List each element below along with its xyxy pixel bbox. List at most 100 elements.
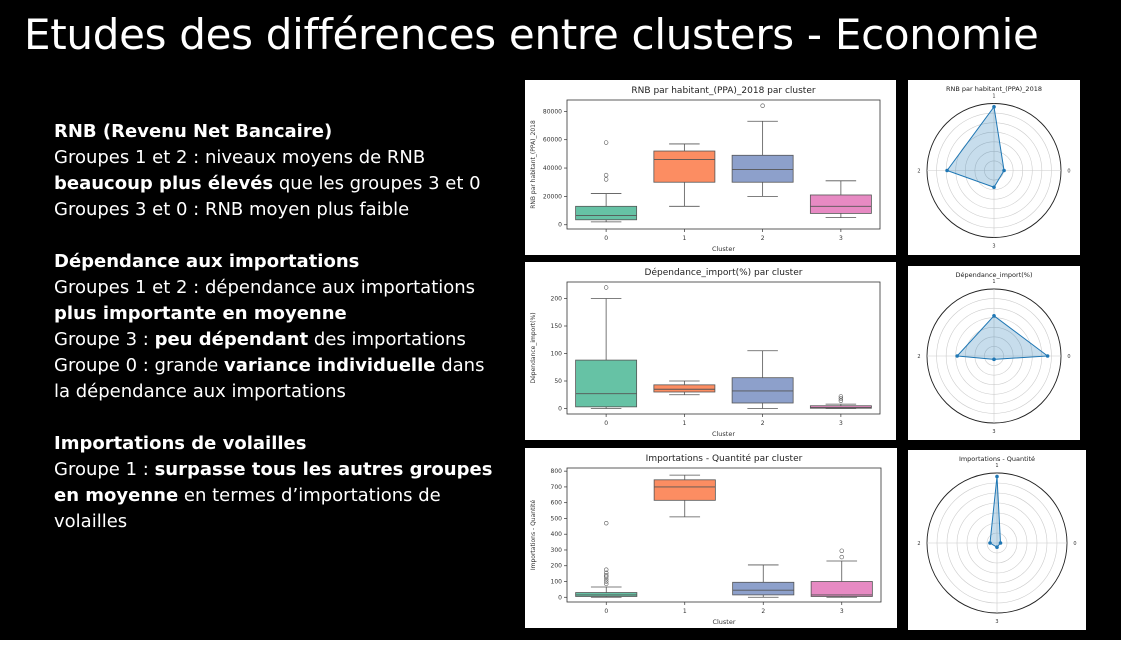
chart-title: Importations - Quantité	[959, 455, 1035, 463]
radar-point	[1045, 354, 1050, 358]
section-heading: Importations de volailles	[54, 433, 307, 454]
outlier-point	[604, 576, 609, 582]
text: en termes d’importations de	[178, 485, 441, 506]
y-tick-label: 0	[558, 406, 562, 413]
outlier-point	[603, 177, 609, 182]
outlier-point	[604, 520, 609, 526]
radar-axis-label: 2	[917, 169, 920, 175]
outlier-point	[760, 103, 765, 108]
radar-axis-label: 0	[1073, 541, 1076, 547]
y-tick-label: 50	[554, 378, 562, 385]
text: Groupes 1 et 2 : niveaux moyens de RNB	[54, 147, 426, 168]
text-panel: RNB (Revenu Net Bancaire) Groupes 1 et 2 …	[54, 119, 492, 561]
outlier-point	[603, 172, 609, 178]
radar-point	[992, 105, 996, 109]
section-line: Groupes 1 et 2 : niveaux moyens de RNB	[54, 145, 484, 171]
y-tick-label: 100	[551, 351, 563, 358]
bold-text: plus importante en moyenne	[54, 303, 347, 324]
y-axis-label: RNB par habitant_(PPA)_2018	[530, 120, 537, 209]
outlier-point	[839, 554, 844, 560]
x-tick-label: 0	[604, 235, 608, 242]
text: des importations	[308, 329, 466, 350]
outlier-point	[838, 394, 844, 399]
radar-point	[998, 541, 1003, 545]
section-line: volailles	[54, 509, 484, 535]
section-line: Groupes 1 et 2 : dépendance aux importat…	[54, 275, 484, 301]
section-line: Groupe 3 : peu dépendant des importation…	[54, 327, 484, 353]
section-heading: RNB (Revenu Net Bancaire)	[54, 121, 333, 142]
radar-rnb-card: RNB par habitant_(PPA)_2018 0 1 2 3	[908, 80, 1080, 255]
section-line: Groupe 1 : surpasse tous les autres grou…	[54, 457, 492, 483]
outlier-point	[603, 140, 609, 145]
radar-area	[946, 105, 1005, 188]
section-line: en moyenne en termes d’importations de	[54, 483, 484, 509]
x-tick-label: 1	[682, 235, 686, 242]
radar-axis-label: 2	[917, 354, 920, 360]
y-tick-label: 700	[551, 484, 563, 491]
x-tick-label: 3	[840, 608, 844, 615]
text: Groupes 3 et 0 : RNB moyen plus faible	[54, 199, 410, 220]
y-tick-label: 40000	[543, 165, 562, 172]
bold-text: en moyenne	[54, 485, 179, 506]
radar-point	[992, 185, 996, 190]
chart-title: Dépendance_import(%) par cluster	[645, 267, 803, 278]
text: volailles	[54, 511, 128, 532]
box-1	[653, 384, 716, 393]
bold-text: peu dépendant	[154, 329, 309, 350]
radar-point	[995, 474, 999, 479]
outlier-point	[838, 396, 844, 401]
chart-title: RNB par habitant_(PPA)_2018 par cluster	[631, 86, 815, 96]
outlier-point	[839, 548, 844, 553]
radar-axis-label: 2	[917, 541, 920, 547]
plot-frame	[566, 99, 881, 230]
box-2	[731, 154, 794, 183]
x-tick-label: 2	[761, 608, 765, 615]
y-axis-label: Importations - Quantité	[530, 500, 537, 571]
y-tick-label: 800	[551, 468, 563, 475]
box-3	[809, 194, 872, 214]
radar-axis-label: 1	[992, 279, 995, 285]
y-tick-label: 500	[551, 515, 563, 522]
plot-frame	[566, 467, 882, 603]
boxplot-rnb-card: RNB par habitant_(PPA)_2018 par cluster 0…	[525, 80, 896, 255]
section-line: Groupe 0 : grande variance individuelle …	[54, 353, 484, 379]
y-tick-label: 60000	[543, 137, 562, 144]
outlier-point	[604, 579, 609, 584]
chart-title: Dépendance_import(%)	[955, 271, 1032, 279]
radar-dependance-card: Dépendance_import(%) 0 1 2 3	[908, 266, 1080, 440]
y-axis-label: Dépendance_import(%)	[530, 312, 537, 383]
box-0	[575, 359, 638, 408]
radar-axis-label: 0	[1067, 354, 1070, 360]
y-tick-label: 200	[551, 563, 563, 570]
radar-point	[992, 357, 996, 362]
radar-point	[995, 545, 999, 549]
y-tick-label: 400	[551, 531, 563, 538]
x-axis-label: Cluster	[712, 245, 735, 253]
y-tick-label: 200	[551, 296, 563, 303]
section-2: Importations de volailles Groupe 1 : surp…	[54, 431, 492, 535]
y-tick-label: 600	[551, 500, 563, 507]
box-0	[575, 205, 638, 221]
section-line: la dépendance aux importations	[54, 379, 484, 405]
box-1	[653, 150, 716, 183]
y-tick-label: 100	[551, 579, 563, 586]
y-tick-label: 20000	[543, 193, 562, 200]
radar-point	[988, 541, 992, 545]
y-tick-label: 0	[558, 594, 562, 601]
radar-axis-label: 1	[995, 463, 998, 469]
radar-point	[992, 314, 996, 318]
box-2	[732, 581, 795, 596]
radar-point	[955, 354, 959, 358]
box-2	[731, 377, 794, 404]
box-3	[810, 581, 873, 597]
x-tick-label: 1	[683, 608, 687, 615]
y-tick-label: 150	[551, 323, 563, 330]
x-tick-label: 3	[839, 235, 843, 242]
text: la dépendance aux importations	[54, 381, 346, 402]
text: Groupes 1 et 2 : dépendance aux importat…	[54, 277, 476, 298]
bottom-strip	[0, 640, 1121, 645]
y-tick-label: 0	[558, 222, 562, 229]
section-line: plus importante en moyenne	[54, 301, 484, 327]
section-line: beaucoup plus élevés que les groupes 3 e…	[54, 171, 484, 197]
text: Groupe 0 : grande	[54, 355, 225, 376]
